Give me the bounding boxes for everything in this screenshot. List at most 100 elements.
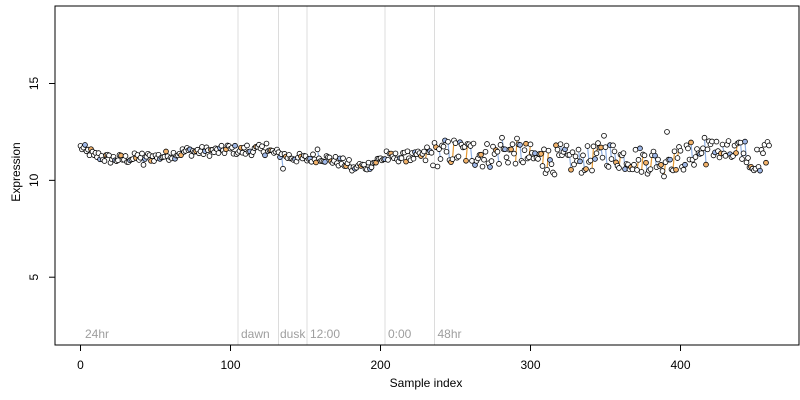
- point-270: [482, 148, 489, 155]
- point-432: [725, 138, 732, 144]
- point-374: [638, 169, 645, 175]
- points: [77, 129, 772, 180]
- point-347: [598, 144, 604, 151]
- point-284: [503, 154, 510, 161]
- point-74: [188, 153, 195, 159]
- point-314: [548, 161, 555, 167]
- point-283: [502, 146, 508, 153]
- point-239: [436, 146, 442, 152]
- point-250: [452, 140, 459, 146]
- point-455: [760, 150, 766, 157]
- region-label-5: 48hr: [438, 327, 462, 341]
- x-tick-label-0: 0: [77, 358, 84, 372]
- point-121: [259, 143, 265, 150]
- x-tick-label-4: 400: [670, 358, 690, 372]
- point-289: [511, 150, 517, 157]
- point-376: [641, 152, 648, 159]
- point-417: [703, 161, 709, 168]
- point-135: [280, 165, 286, 172]
- point-267: [478, 151, 484, 158]
- point-175: [340, 155, 346, 162]
- point-383: [652, 152, 658, 159]
- point-296: [521, 147, 528, 153]
- point-320: [557, 141, 564, 147]
- region-label-2: dusk: [280, 327, 306, 341]
- point-290: [512, 160, 519, 167]
- y-tick-label-2: 15: [27, 76, 41, 90]
- point-349: [601, 132, 607, 139]
- point-25: [115, 157, 121, 164]
- point-437: [733, 150, 739, 156]
- point-333: [577, 158, 583, 165]
- point-303: [532, 150, 538, 157]
- point-421: [709, 138, 715, 145]
- point-218: [404, 148, 411, 155]
- point-244: [443, 148, 450, 155]
- point-457: [763, 159, 769, 166]
- point-295: [520, 159, 526, 166]
- point-380: [647, 166, 654, 172]
- segment-351: [604, 147, 608, 166]
- point-111: [244, 142, 250, 149]
- y-axis-title: Expression: [9, 142, 23, 201]
- point-355: [610, 142, 616, 149]
- point-451: [754, 146, 760, 153]
- point-30: [122, 153, 129, 159]
- point-414: [698, 150, 705, 156]
- point-343: [592, 156, 598, 162]
- point-345: [595, 140, 601, 146]
- point-248: [449, 156, 456, 162]
- region-labels: 24hr dawn dusk 12:00 0:00 48hr: [85, 327, 462, 341]
- region-label-3: 12:00: [310, 327, 340, 341]
- point-230: [422, 157, 429, 164]
- point-234: [428, 149, 435, 156]
- point-398: [674, 155, 681, 161]
- point-42: [140, 162, 147, 168]
- point-262: [470, 140, 477, 147]
- vertical-lines: [237, 6, 435, 345]
- point-271: [484, 141, 490, 147]
- point-238: [434, 163, 441, 170]
- point-311: [544, 166, 550, 173]
- point-205: [385, 157, 391, 163]
- point-371: [634, 167, 640, 173]
- point-389: [661, 173, 667, 180]
- point-16: [101, 158, 108, 164]
- point-415: [700, 145, 706, 152]
- point-86: [206, 153, 213, 159]
- point-268: [479, 163, 486, 170]
- point-403: [682, 161, 688, 168]
- point-179: [346, 157, 352, 163]
- x-tick-label-1: 100: [220, 358, 240, 372]
- point-363: [622, 166, 628, 172]
- point-214: [398, 155, 405, 161]
- segment-417: [703, 137, 707, 165]
- point-245: [445, 138, 451, 145]
- point-405: [685, 145, 691, 152]
- point-409: [691, 162, 697, 168]
- y-tick-label-0: 5: [27, 274, 41, 281]
- point-318: [554, 146, 561, 153]
- point-329: [571, 161, 577, 168]
- point-240: [437, 156, 444, 162]
- point-279: [496, 161, 502, 167]
- point-387: [658, 162, 664, 168]
- point-342: [590, 143, 597, 150]
- x-axis-title: Sample index: [390, 376, 463, 390]
- point-242: [440, 143, 447, 150]
- point-235: [430, 162, 436, 169]
- point-372: [635, 157, 642, 163]
- point-442: [740, 150, 747, 157]
- point-459: [766, 142, 772, 149]
- point-92: [215, 150, 222, 156]
- point-300: [527, 141, 534, 148]
- point-269: [481, 156, 487, 163]
- point-170: [332, 154, 339, 160]
- point-338: [584, 143, 591, 149]
- point-291: [514, 135, 520, 142]
- point-440: [737, 139, 744, 146]
- point-370: [632, 146, 639, 153]
- point-397: [673, 166, 679, 173]
- point-453: [757, 167, 763, 174]
